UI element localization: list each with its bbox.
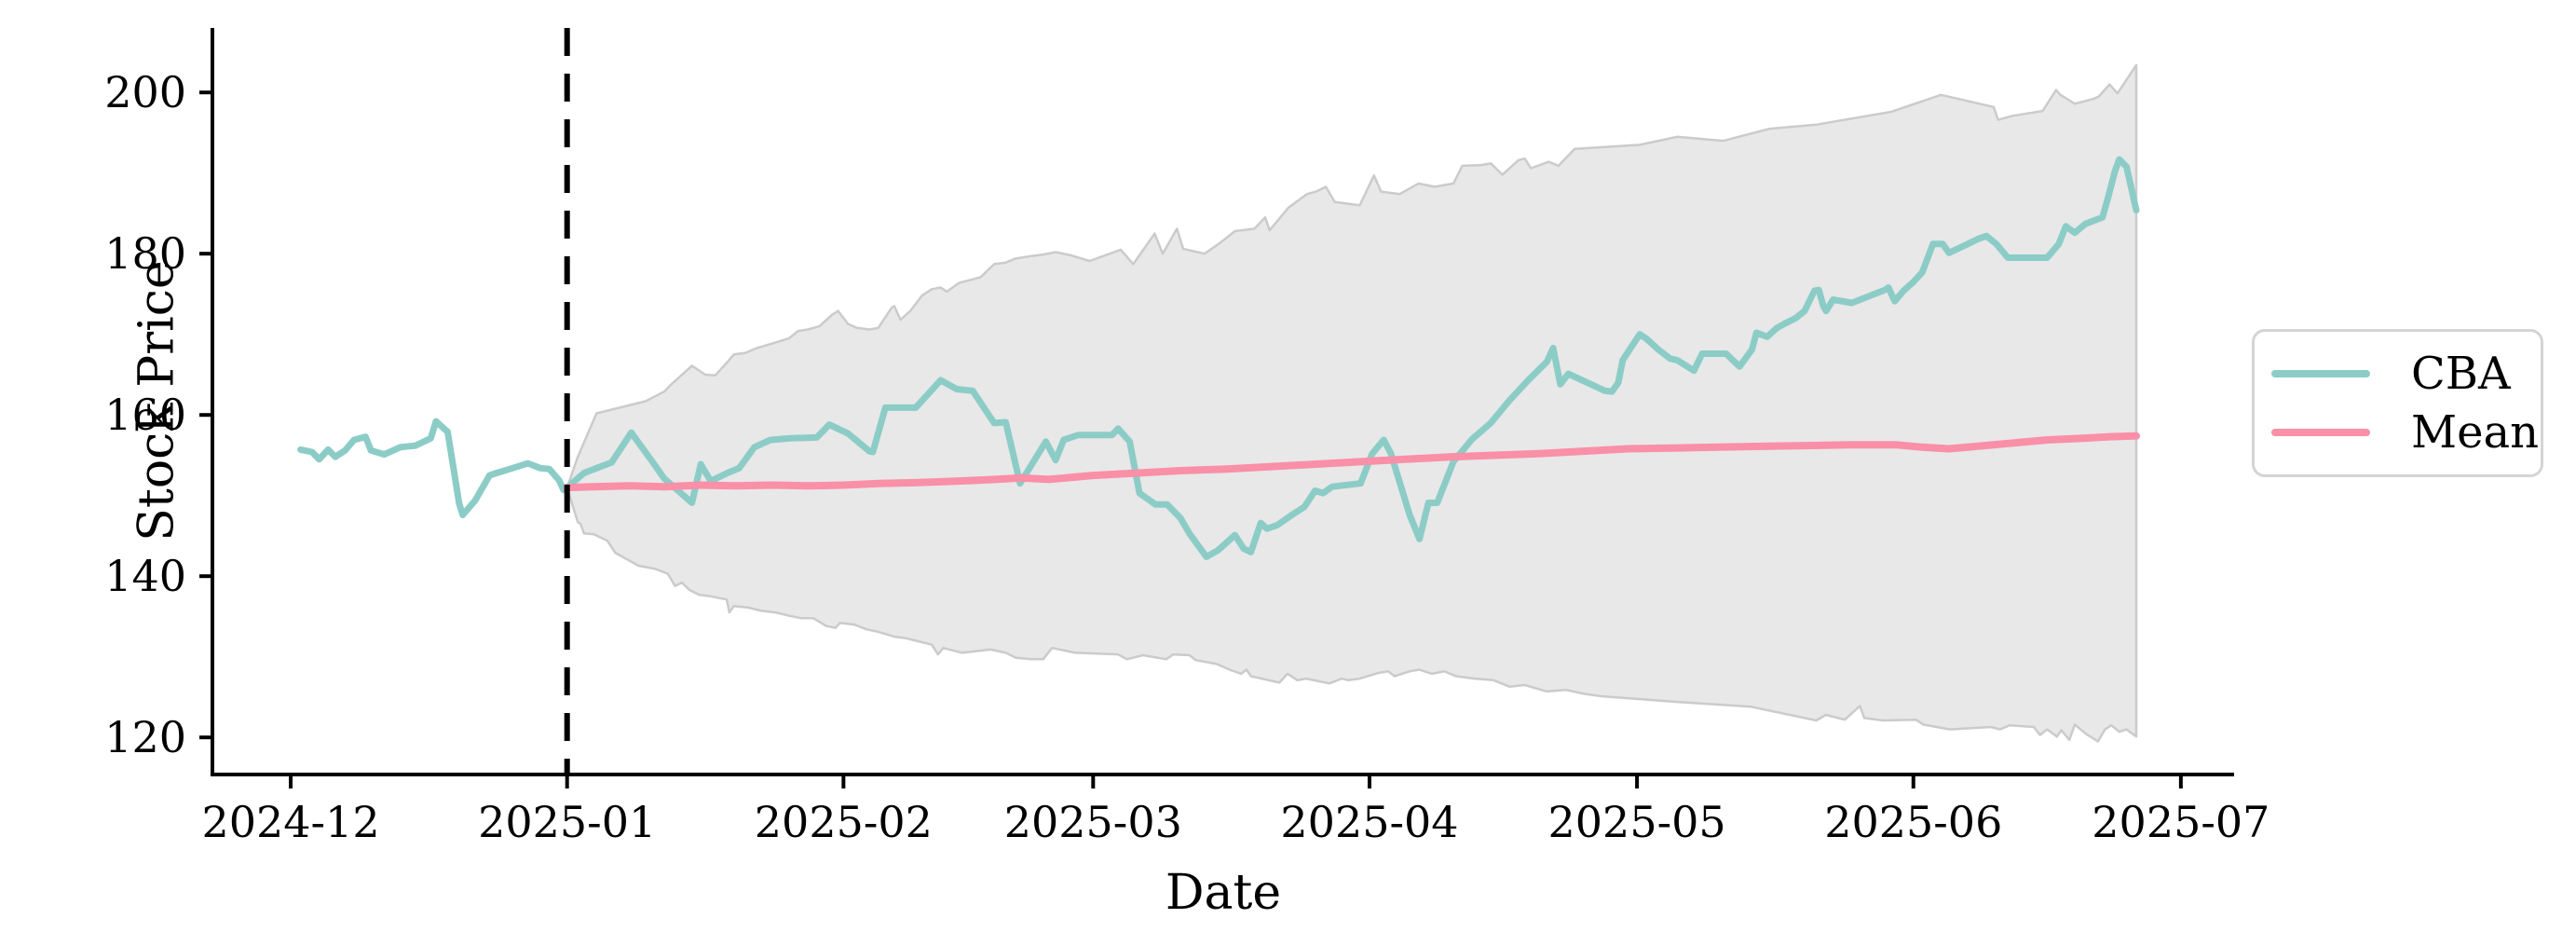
y-tick-label: 160	[104, 390, 186, 440]
cba-line	[297, 156, 2140, 560]
legend-label-cba: CBA	[2411, 348, 2511, 400]
legend: CBA Mean	[2252, 329, 2543, 477]
x-axis-title: Date	[1165, 865, 1282, 921]
mean-line	[563, 432, 2140, 492]
x-tick-label: 2024-12	[201, 797, 379, 847]
x-tick-label: 2025-04	[1280, 797, 1458, 847]
legend-label-mean: Mean	[2411, 406, 2540, 459]
x-tick-label: 2025-06	[1824, 797, 2002, 847]
x-tick-label: 2025-03	[1004, 797, 1182, 847]
legend-item-cba: CBA	[2271, 351, 2531, 396]
legend-item-mean: Mean	[2271, 410, 2539, 455]
y-tick-label: 200	[104, 67, 186, 117]
x-tick-label: 2025-07	[2092, 797, 2269, 847]
y-tick-label: 140	[104, 551, 186, 601]
x-tick-label: 2025-02	[755, 797, 933, 847]
confidence-band	[566, 63, 2138, 743]
mean-line-swatch	[2271, 429, 2370, 436]
y-tick-label: 180	[104, 228, 186, 279]
x-tick-label: 2025-05	[1548, 797, 1726, 847]
y-axis-title: Stock Price	[129, 260, 185, 542]
y-tick-label: 120	[104, 712, 186, 762]
cba-line-swatch	[2271, 370, 2370, 377]
x-tick-label: 2025-01	[478, 797, 656, 847]
